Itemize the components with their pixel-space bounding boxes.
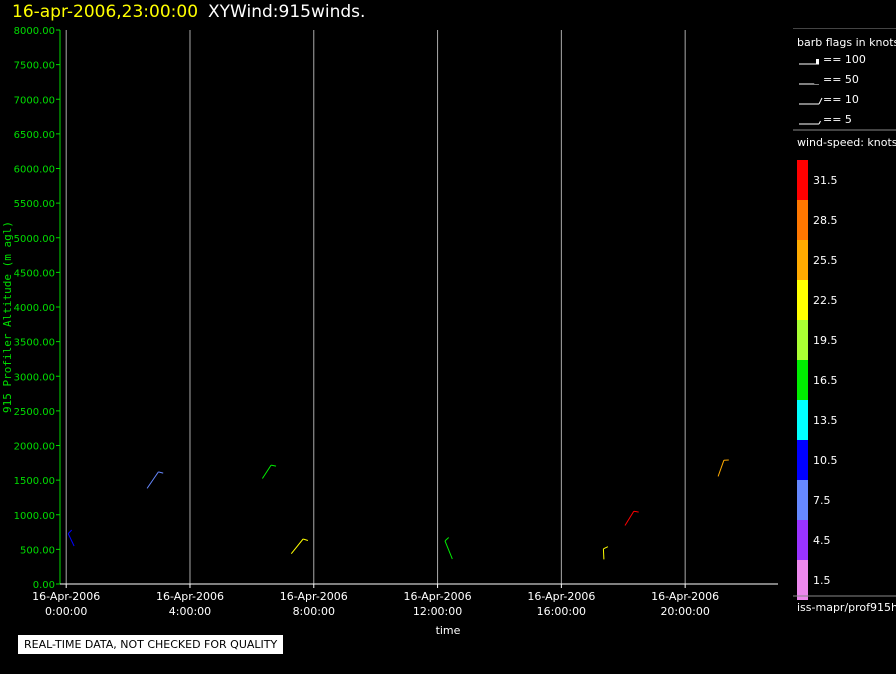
x-tick-time: 0:00:00 — [45, 605, 87, 618]
speed-swatch — [797, 480, 808, 520]
wind-barb-flag — [271, 464, 277, 467]
speed-label: 13.5 — [813, 414, 838, 427]
x-tick-date: 16-Apr-2006 — [156, 590, 224, 603]
y-tick-label: 7000.00 — [14, 95, 55, 106]
x-tick-date: 16-Apr-2006 — [404, 590, 472, 603]
wind-barb — [290, 538, 304, 555]
x-tick-time: 4:00:00 — [169, 605, 211, 618]
speed-label: 22.5 — [813, 294, 838, 307]
barb-sample-flag-10 — [818, 97, 823, 105]
y-tick-label: 5000.00 — [14, 234, 55, 245]
wind-barb-flag — [158, 471, 164, 474]
y-tick-label: 3000.00 — [14, 372, 55, 383]
barb-sample-flag-100 — [816, 59, 819, 64]
x-tick-time: 8:00:00 — [293, 605, 335, 618]
barb-legend-title: barb flags in knots — [797, 36, 896, 49]
speed-label: 10.5 — [813, 454, 838, 467]
wind-barb — [261, 464, 272, 479]
y-tick-label: 2500.00 — [14, 407, 55, 418]
wind-barb-flag — [302, 538, 309, 541]
y-tick-label: 1000.00 — [14, 511, 55, 522]
speed-label: 16.5 — [813, 374, 838, 387]
speed-swatch — [797, 520, 808, 560]
speed-label: 7.5 — [813, 494, 831, 507]
wind-barb — [602, 548, 605, 560]
wind-barb — [717, 460, 725, 477]
y-tick-label: 3500.00 — [14, 338, 55, 349]
barb-legend-label: == 10 — [823, 93, 859, 106]
speed-legend-title: wind-speed: knots — [797, 136, 896, 149]
wind-barb — [624, 510, 635, 526]
title-name: XYWind:915winds. — [208, 2, 366, 22]
speed-swatch — [797, 160, 808, 200]
speed-label: 4.5 — [813, 534, 831, 547]
speed-swatch — [797, 400, 808, 440]
y-tick-label: 4500.00 — [14, 268, 55, 279]
barb-legend-label: == 100 — [823, 53, 866, 66]
barb-sample-flag-50 — [814, 79, 819, 84]
x-tick-date: 16-Apr-2006 — [527, 590, 595, 603]
barb-legend-label: == 5 — [823, 113, 852, 126]
speed-label: 25.5 — [813, 254, 838, 267]
wind-barb-flag — [67, 529, 73, 534]
wind-barb-flag — [444, 537, 450, 542]
speed-swatch — [797, 440, 808, 480]
y-tick-label: 4000.00 — [14, 303, 55, 314]
y-tick-label: 2000.00 — [14, 442, 55, 453]
speed-swatch — [797, 240, 808, 280]
wind-barb — [146, 471, 159, 489]
x-tick-time: 12:00:00 — [413, 605, 462, 618]
wind-barb-flag — [603, 546, 609, 550]
speed-swatch — [797, 200, 808, 240]
title-date: 16-apr-2006,23:00:00 — [12, 2, 199, 22]
wind-barbs — [67, 459, 729, 560]
x-tick-time: 16:00:00 — [537, 605, 586, 618]
speed-swatch — [797, 280, 808, 320]
y-tick-label: 0.00 — [33, 580, 55, 591]
speed-label: 28.5 — [813, 214, 838, 227]
y-tick-label: 7500.00 — [14, 61, 55, 72]
x-tick-date: 16-Apr-2006 — [280, 590, 348, 603]
y-axis-label: 915 Profiler Altitude (m agl) — [1, 221, 14, 413]
x-tick-date: 16-Apr-2006 — [651, 590, 719, 603]
y-tick-label: 6000.00 — [14, 165, 55, 176]
y-tick-label: 6500.00 — [14, 130, 55, 141]
y-tick-label: 8000.00 — [14, 26, 55, 37]
legend-panel: barb flags in knots == 100 == 50 == 10 == 5 w… — [793, 28, 896, 624]
x-axis-label: time — [436, 624, 461, 637]
speed-swatch — [797, 320, 808, 360]
speed-label: 1.5 — [813, 574, 831, 587]
x-tick-time: 20:00:00 — [660, 605, 709, 618]
speed-label: 19.5 — [813, 334, 838, 347]
x-tick-date: 16-Apr-2006 — [32, 590, 100, 603]
speed-label: 31.5 — [813, 174, 838, 187]
wind-barb-flag — [633, 510, 639, 513]
wind-barb — [67, 533, 75, 547]
data-source-label: iss-mapr/prof915h — [797, 601, 896, 614]
barb-sample-flag-5 — [818, 120, 821, 125]
wind-barb — [444, 540, 453, 560]
quality-notice: REAL-TIME DATA, NOT CHECKED FOR QUALITY — [18, 635, 284, 654]
speed-swatch — [797, 360, 808, 400]
y-tick-label: 1500.00 — [14, 476, 55, 487]
speed-swatch — [797, 560, 808, 600]
legend-graphic: barb flags in knots == 100 == 50 == 10 == 5 w… — [793, 28, 896, 600]
barb-legend-label: == 50 — [823, 73, 859, 86]
y-tick-label: 5500.00 — [14, 199, 55, 210]
chart-title: 16-apr-2006,23:00:00 XYWind:915winds. — [12, 2, 365, 24]
y-tick-label: 500.00 — [20, 545, 55, 556]
